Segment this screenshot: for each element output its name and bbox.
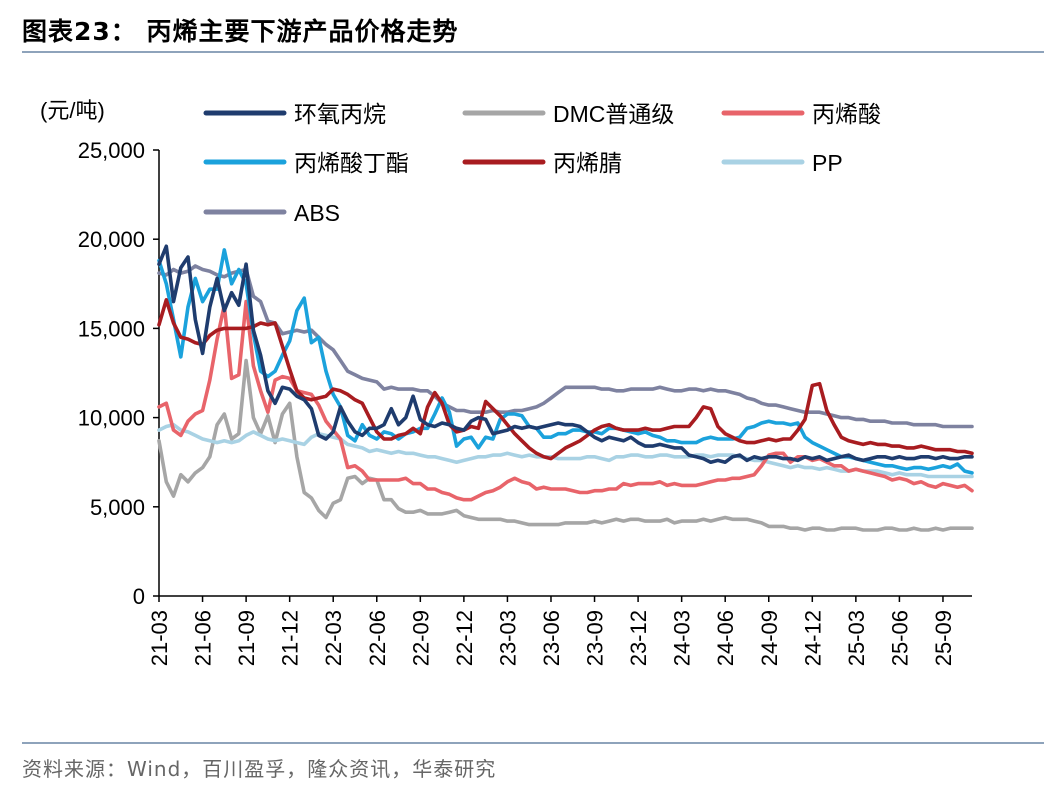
x-tick-label: 21-06 (191, 610, 216, 666)
x-tick-label: 22-12 (452, 610, 477, 666)
x-tick-label: 22-06 (365, 610, 390, 666)
x-tick-label: 25-06 (887, 610, 912, 666)
x-tick-label: 21-12 (278, 610, 303, 666)
x-tick-label: 22-03 (321, 610, 346, 666)
y-tick-label: 20,000 (78, 227, 145, 252)
y-tick-label: 25,000 (78, 138, 145, 163)
x-tick-label: 22-09 (408, 610, 433, 666)
x-tick-label: 24-06 (713, 610, 738, 666)
legend-label: 丙烯酸 (812, 101, 881, 127)
series-line-丙烯腈 (157, 298, 974, 461)
legend-label: 丙烯酸丁酯 (294, 150, 409, 176)
y-tick-label: 10,000 (78, 406, 145, 431)
x-tick-label: 23-12 (626, 610, 651, 666)
y-tick-label: 15,000 (78, 316, 145, 341)
y-axis: 0 5,000 10,000 15,000 20,000 25,000 (78, 138, 160, 609)
series-line-丙烯酸丁酯 (157, 248, 974, 475)
y-tick-label: 5,000 (90, 495, 145, 520)
series-line-环氧丙烷 (157, 244, 974, 465)
x-axis: 21-03 21-06 21-09 21-12 22-03 22-06 22-09 22-12… (147, 595, 972, 666)
legend-label: 丙烯腈 (553, 150, 622, 176)
x-tick-label: 24-03 (670, 610, 695, 666)
x-tick-label: 21-03 (147, 610, 172, 666)
legend-label: 环氧丙烷 (294, 101, 386, 127)
source-note: 资料来源：Wind，百川盈孚，隆众资讯，华泰研究 (22, 757, 497, 781)
x-tick-label: 24-09 (757, 610, 782, 666)
source-rule (22, 742, 1044, 744)
x-tick-label: 25-09 (931, 610, 956, 666)
figure-title: 图表23： 丙烯主要下游产品价格走势 (22, 17, 459, 46)
legend-label: DMC普通级 (553, 101, 674, 127)
series-line-ABS (157, 264, 974, 429)
series-line-PP (157, 422, 974, 479)
x-tick-label: 23-03 (495, 610, 520, 666)
series-line-DMC普通级 (157, 358, 974, 532)
title-rule (22, 51, 1044, 53)
series-lines (157, 244, 974, 532)
legend-label: ABS (294, 200, 340, 226)
y-axis-unit-label: (元/吨) (40, 98, 105, 123)
x-tick-label: 23-09 (583, 610, 608, 666)
x-tick-label: 21-09 (234, 610, 259, 666)
x-tick-label: 25-03 (844, 610, 869, 666)
legend-label: PP (812, 150, 843, 176)
x-tick-label: 24-12 (800, 610, 825, 666)
x-tick-label: 23-06 (539, 610, 564, 666)
y-tick-label: 0 (133, 584, 145, 609)
